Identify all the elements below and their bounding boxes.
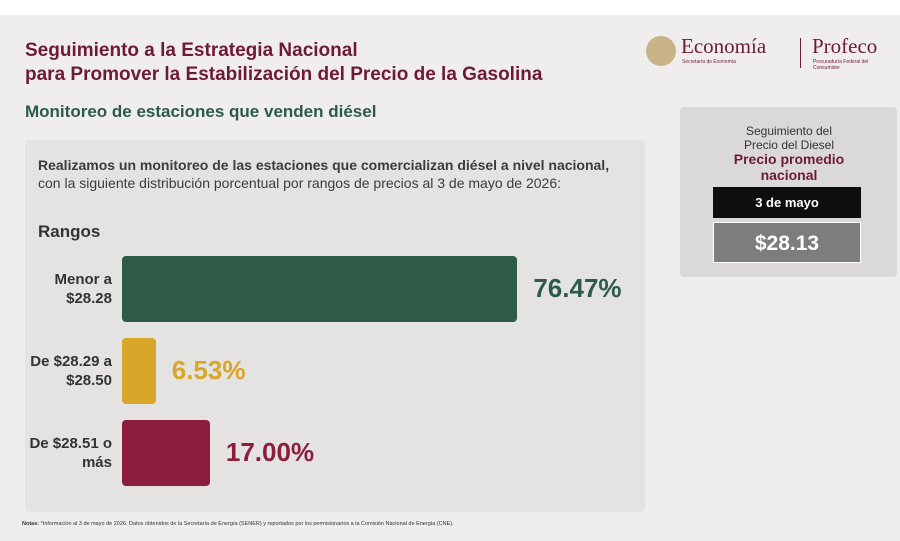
logo-profeco: Profeco: [812, 34, 878, 58]
value-label: 17.00%: [225, 437, 315, 467]
seal: [646, 36, 676, 66]
category-label: Menor a $28.28: [54, 271, 112, 307]
logo-economia: Economía: [681, 34, 767, 58]
chart-title: Rangos: [38, 222, 101, 241]
category-label: De $28.51 o más: [29, 435, 112, 471]
sidebar-price: $28.13: [713, 222, 861, 263]
footer-text: *Información al 3 de mayo de 2026. Datos…: [40, 521, 454, 527]
bar: [122, 338, 156, 404]
value-label: 76.47%: [533, 273, 622, 303]
bar: [122, 420, 210, 486]
title-line: Seguimiento a la Estrategia Nacional: [25, 40, 358, 61]
category-label: De $28.29 a $28.50: [30, 353, 112, 389]
sidebar-label: Precio promedio nacional: [733, 151, 845, 183]
logo-profeco-sub: Procuraduría Federal del Consumidor: [813, 59, 869, 71]
logo-divider: [800, 38, 801, 68]
sidebar-date: 3 de mayo: [713, 187, 861, 218]
footer-label: Notas:: [22, 521, 40, 527]
bar: [122, 256, 518, 322]
footer: Notas: *Información al 3 de mayo de 2026…: [22, 521, 454, 527]
intro-line: con la siguiente distribución porcentual…: [38, 175, 561, 191]
subtitle: Monitoreo de estaciones que venden diése…: [25, 102, 377, 121]
intro-line: Realizamos un monitoreo de las estacione…: [38, 157, 610, 173]
top-strip: [0, 0, 900, 15]
value-label: 6.53%: [171, 355, 246, 385]
sidebar-heading: Seguimiento del Precio del Diesel: [743, 124, 835, 152]
title-line: para Promover la Estabilización del Prec…: [25, 64, 543, 85]
chart-panel: [25, 140, 645, 512]
logo-economia-sub: Secretaría de Economía: [682, 59, 736, 65]
